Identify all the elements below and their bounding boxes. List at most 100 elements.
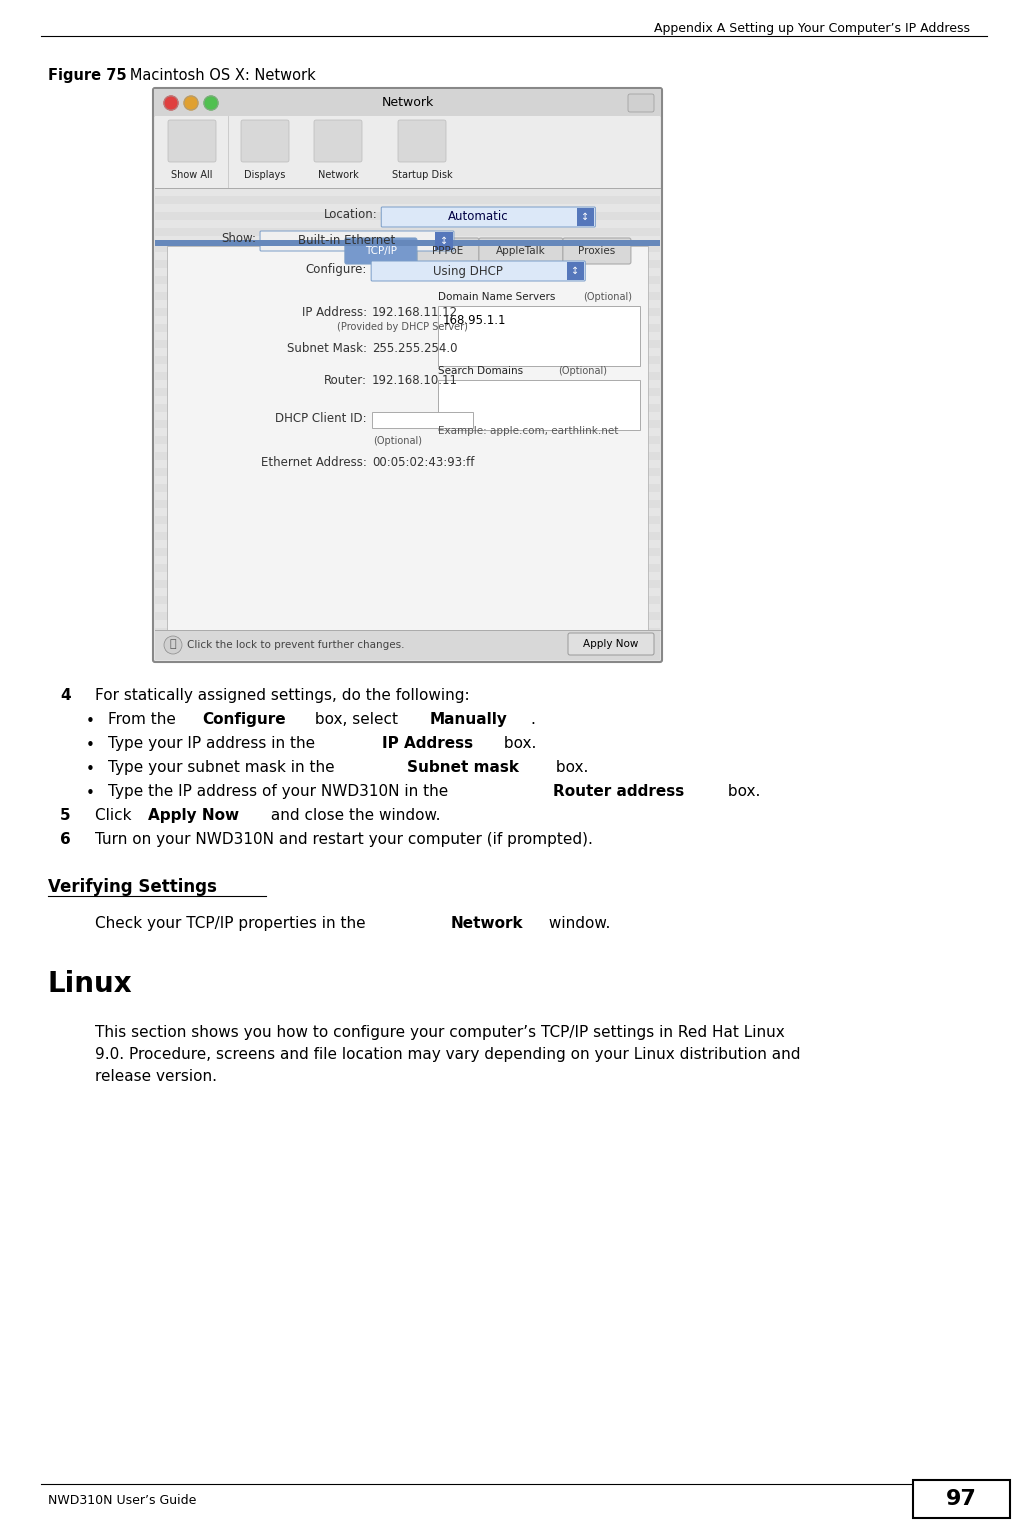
Bar (155, 500, 660, 507)
Text: •: • (86, 715, 95, 728)
Text: IP Address: IP Address (382, 736, 472, 751)
Bar (155, 629, 660, 660)
Bar (155, 261, 660, 268)
Text: Example: apple.com, earthlink.net: Example: apple.com, earthlink.net (438, 427, 618, 436)
FancyBboxPatch shape (398, 120, 446, 162)
Text: box, select: box, select (309, 712, 403, 727)
Text: TCP/IP: TCP/IP (364, 245, 397, 256)
Bar (155, 517, 660, 524)
Bar (155, 315, 660, 325)
Bar (155, 372, 660, 379)
Bar (155, 636, 660, 645)
FancyBboxPatch shape (314, 120, 362, 162)
Text: 4: 4 (60, 687, 70, 703)
Bar (155, 613, 660, 620)
Text: DHCP Client ID:: DHCP Client ID: (276, 411, 367, 425)
Text: 255.255.254.0: 255.255.254.0 (373, 341, 458, 355)
Text: and close the window.: and close the window. (266, 808, 441, 823)
Bar (155, 325, 660, 332)
Bar (155, 268, 660, 276)
Bar (155, 460, 660, 468)
Text: box.: box. (723, 783, 760, 799)
Bar (155, 443, 660, 453)
Text: ⚿: ⚿ (170, 639, 176, 649)
Bar (155, 492, 660, 500)
Text: Router address: Router address (554, 783, 684, 799)
Text: Show:: Show: (221, 233, 256, 245)
Text: 192.168.10.11: 192.168.10.11 (373, 373, 458, 387)
FancyBboxPatch shape (913, 1480, 1010, 1518)
FancyBboxPatch shape (417, 238, 478, 264)
Text: Subnet mask: Subnet mask (407, 760, 519, 776)
Text: Check your TCP/IP properties in the: Check your TCP/IP properties in the (95, 916, 371, 931)
Text: 6: 6 (60, 832, 70, 847)
FancyBboxPatch shape (241, 120, 289, 162)
Text: Proxies: Proxies (578, 245, 616, 256)
Text: Verifying Settings: Verifying Settings (48, 878, 217, 896)
Bar (155, 116, 660, 187)
Bar (155, 507, 660, 517)
Bar (155, 428, 660, 436)
Bar (155, 204, 660, 212)
Text: Search Domains: Search Domains (438, 366, 523, 376)
Text: Apply Now: Apply Now (149, 808, 239, 823)
Bar (438, 306, 639, 366)
Bar (155, 251, 660, 261)
Text: Apply Now: Apply Now (583, 639, 638, 649)
FancyBboxPatch shape (153, 88, 662, 661)
Text: NWD310N User’s Guide: NWD310N User’s Guide (48, 1494, 196, 1507)
Text: 97: 97 (946, 1489, 976, 1509)
Circle shape (204, 96, 218, 110)
Bar (155, 588, 660, 596)
Bar (155, 300, 660, 308)
FancyBboxPatch shape (154, 88, 661, 117)
Text: 192.168.11.12: 192.168.11.12 (373, 306, 458, 319)
Bar (155, 244, 660, 251)
Bar (155, 485, 660, 492)
Text: PPPoE: PPPoE (433, 245, 463, 256)
Bar (155, 347, 660, 357)
Bar (155, 604, 660, 613)
Text: Network: Network (451, 916, 523, 931)
Text: Type your subnet mask in the: Type your subnet mask in the (108, 760, 339, 776)
Bar (155, 421, 660, 428)
Text: Configure: Configure (202, 712, 285, 727)
Circle shape (164, 636, 182, 654)
Text: IP Address:: IP Address: (302, 306, 367, 319)
Bar (155, 620, 660, 628)
Text: Displays: Displays (244, 171, 286, 180)
Bar (155, 396, 660, 404)
FancyBboxPatch shape (372, 261, 585, 280)
Bar (155, 564, 660, 572)
Text: From the: From the (108, 712, 181, 727)
Bar (155, 293, 660, 300)
Text: Turn on your NWD310N and restart your computer (if prompted).: Turn on your NWD310N and restart your co… (95, 832, 592, 847)
Text: Manually: Manually (430, 712, 508, 727)
Bar (155, 236, 660, 244)
Bar (155, 197, 660, 204)
Bar (155, 389, 660, 396)
Bar (155, 239, 660, 245)
Text: Configure:: Configure: (305, 262, 367, 276)
Text: For statically assigned settings, do the following:: For statically assigned settings, do the… (95, 687, 469, 703)
Text: (Optional): (Optional) (582, 293, 632, 302)
Bar (155, 187, 660, 197)
Text: Network: Network (318, 171, 358, 180)
Text: •: • (86, 762, 95, 777)
Bar (155, 340, 660, 347)
Text: Domain Name Servers: Domain Name Servers (438, 293, 562, 302)
Text: Location:: Location: (324, 207, 378, 221)
Text: Network: Network (382, 96, 434, 110)
FancyBboxPatch shape (345, 238, 417, 264)
Bar (155, 549, 660, 556)
Text: Linux: Linux (48, 969, 132, 998)
Bar (155, 219, 660, 229)
Text: Ethernet Address:: Ethernet Address: (262, 456, 367, 469)
Bar (438, 379, 639, 430)
Bar (155, 332, 660, 340)
Text: Click the lock to prevent further changes.: Click the lock to prevent further change… (187, 640, 404, 651)
FancyBboxPatch shape (478, 238, 563, 264)
Bar (167, 245, 648, 629)
FancyBboxPatch shape (563, 238, 631, 264)
Text: window.: window. (545, 916, 611, 931)
